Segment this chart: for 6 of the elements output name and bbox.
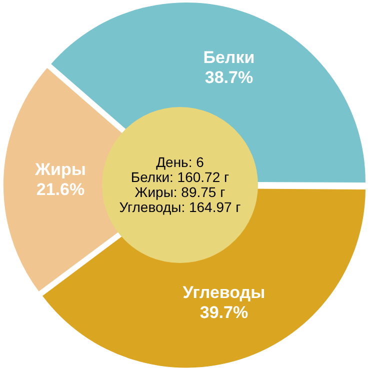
data-label: 38.7%	[204, 68, 254, 88]
slice-label: Углеводы	[182, 283, 266, 302]
data-label: 39.7%	[200, 303, 248, 322]
data-label: 21.6%	[36, 180, 85, 200]
slice-label: Жиры	[34, 160, 86, 180]
slice-label: Белки	[203, 48, 255, 68]
